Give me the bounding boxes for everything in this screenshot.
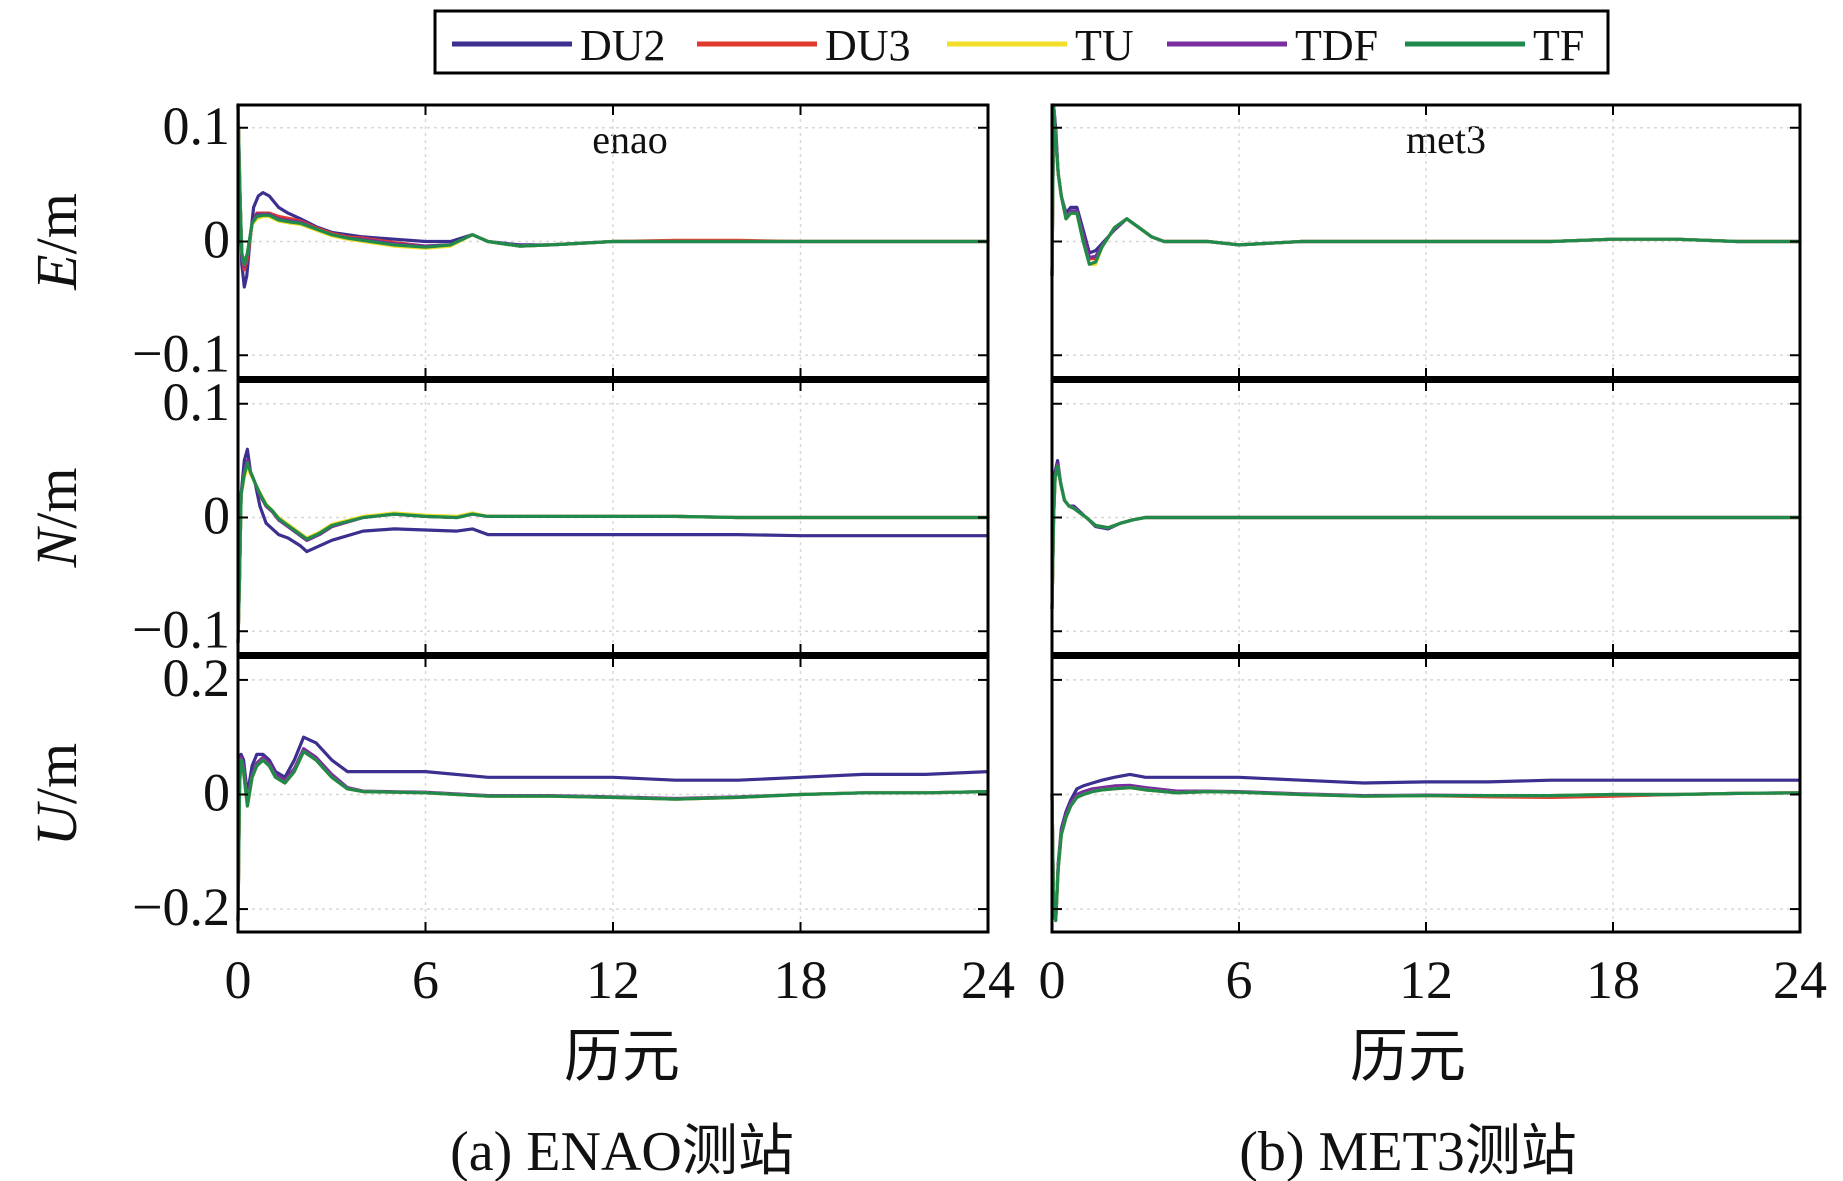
panels-a: 0.10−0.10.10−0.10.20−0.20 6 12 18 24 bbox=[132, 96, 1015, 1010]
x-tick-label: 0 bbox=[225, 950, 252, 1010]
x-axis-label-a: 历元 bbox=[564, 1024, 680, 1089]
y-axis-label-u: U/m bbox=[24, 743, 89, 846]
series-line-tf bbox=[236, 103, 990, 266]
y-tick-label: 0.2 bbox=[163, 648, 231, 708]
x-tick-label: 18 bbox=[774, 950, 828, 1010]
panel-n-b bbox=[1050, 379, 1802, 656]
x-tick-label: 6 bbox=[412, 950, 439, 1010]
y-tick-label: 0.1 bbox=[163, 372, 231, 432]
caption-a: (a) ENAO测站 bbox=[450, 1121, 794, 1181]
legend-label-tdf: TDF bbox=[1295, 21, 1378, 70]
y-axis-component: E bbox=[24, 254, 89, 290]
y-tick-label: −0.2 bbox=[132, 877, 230, 937]
y-tick-label: −0.1 bbox=[132, 323, 230, 383]
y-tick-label: 0 bbox=[203, 210, 230, 270]
series-line-tu bbox=[236, 464, 990, 645]
x-tick-label: 0 bbox=[1039, 950, 1066, 1010]
x-tick-label: 6 bbox=[1226, 950, 1253, 1010]
series-line-tf bbox=[236, 749, 990, 923]
y-tick-label: 0 bbox=[203, 486, 230, 546]
y-axis-unit: /m bbox=[24, 468, 89, 529]
y-axis-component: N bbox=[24, 525, 89, 568]
y-tick-label: 0 bbox=[203, 763, 230, 823]
legend-label-du2: DU2 bbox=[580, 21, 666, 70]
chart-a: enao 0.10−0.10.10−0.10.20−0.20 6 12 18 24 历元… bbox=[132, 96, 1015, 1181]
panel-n-a: 0.1 0 −0.1 bbox=[132, 372, 990, 659]
y-axis-label-n: N/m bbox=[24, 468, 89, 569]
chart-b: met3 0 6 12 18 24 历元 (b) MET3测站 bbox=[1039, 103, 1827, 1181]
series-line-tf bbox=[1050, 464, 1802, 611]
y-axis-unit: /m bbox=[24, 193, 89, 254]
y-axis-labels: E/mN/mU/m bbox=[24, 193, 89, 846]
legend: DU2 DU3 TU TDF TF bbox=[433, 9, 1610, 75]
y-axis-unit: /m bbox=[24, 743, 89, 804]
y-tick-label: −0.1 bbox=[132, 599, 230, 659]
y-axis-label-e: E/m bbox=[24, 193, 89, 291]
panel-u-a: 0.2 0 −0.2 bbox=[132, 648, 990, 937]
x-axis-label-b: 历元 bbox=[1350, 1024, 1466, 1089]
x-tick-label: 24 bbox=[1773, 950, 1827, 1010]
x-tick-label: 12 bbox=[1399, 950, 1453, 1010]
y-tick-label: 0.1 bbox=[163, 96, 231, 156]
legend-label-tu: TU bbox=[1075, 21, 1134, 70]
legend-label-tf: TF bbox=[1533, 21, 1584, 70]
x-tick-label: 24 bbox=[961, 950, 1015, 1010]
station-label-a: enao bbox=[592, 117, 668, 162]
station-label-b: met3 bbox=[1406, 117, 1486, 162]
panel-u-b bbox=[1050, 655, 1802, 934]
y-axis-component: U bbox=[24, 800, 89, 846]
series-line-tf bbox=[1050, 103, 1802, 278]
panels-b: 0 6 12 18 24 bbox=[1039, 103, 1827, 1010]
caption-b: (b) MET3测站 bbox=[1239, 1121, 1577, 1181]
x-tick-label: 12 bbox=[586, 950, 640, 1010]
x-tick-label: 18 bbox=[1586, 950, 1640, 1010]
series-line-tf bbox=[236, 461, 990, 645]
panel-e-a: 0.1 0 −0.1 bbox=[132, 96, 990, 383]
legend-label-du3: DU3 bbox=[825, 21, 911, 70]
legend-items: DU2 DU3 TU TDF TF bbox=[452, 21, 1584, 70]
series-line-tf bbox=[1050, 786, 1802, 923]
